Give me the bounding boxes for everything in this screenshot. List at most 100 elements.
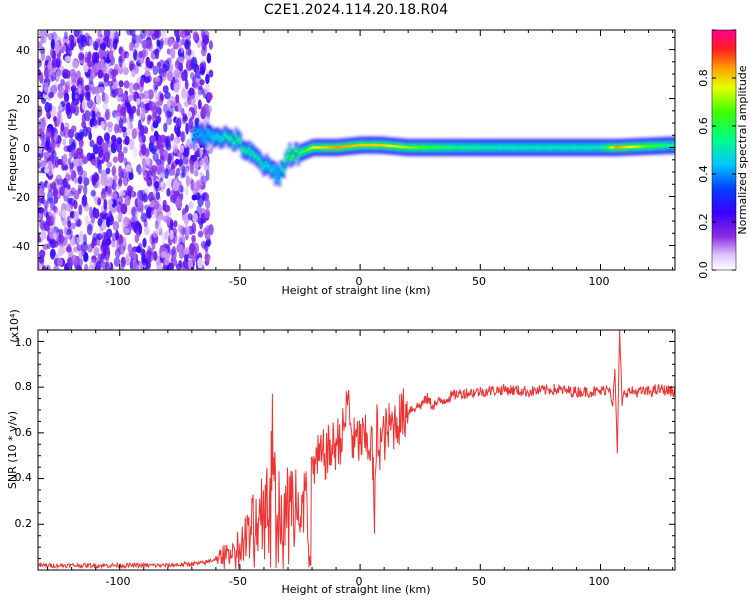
noise-speck — [66, 257, 73, 270]
noise-speck — [70, 170, 75, 182]
noise-speck — [127, 94, 133, 102]
noise-speck — [197, 85, 204, 96]
noise-speck — [145, 208, 151, 219]
noise-speck — [181, 90, 189, 101]
ridge-core — [388, 144, 390, 147]
noise-speck — [150, 135, 156, 143]
noise-speck — [144, 127, 148, 134]
noise-speck — [120, 106, 127, 116]
noise-speck — [60, 122, 65, 132]
ridge-core — [556, 146, 559, 149]
noise-speck — [180, 107, 185, 116]
noise-speck — [93, 208, 100, 219]
noise-speck — [97, 69, 104, 79]
ridge-core — [555, 146, 557, 149]
ridge-core — [206, 130, 208, 133]
noise-speck — [40, 50, 46, 62]
y-tick-label: 0.4 — [15, 471, 33, 484]
ridge-core — [386, 144, 389, 147]
y-tick-label: 0.6 — [15, 426, 33, 439]
noise-speck — [98, 86, 105, 94]
ridge-core — [197, 133, 200, 136]
ridge-core — [199, 130, 201, 134]
noise-speck — [208, 69, 214, 78]
ridge-core — [464, 146, 466, 149]
ridge-core — [302, 150, 305, 153]
x-tick-label: -100 — [106, 275, 131, 288]
noise-speck — [206, 92, 213, 101]
ridge-core — [233, 141, 236, 144]
noise-speck — [205, 193, 210, 201]
noise-speck — [52, 115, 57, 122]
ridge-core — [304, 149, 306, 152]
ridge-core — [253, 155, 256, 159]
noise-speck — [159, 144, 164, 155]
ridge-core — [310, 147, 312, 150]
ridge-core — [601, 146, 603, 149]
noise-speck — [50, 38, 56, 50]
ridge-core — [275, 169, 278, 173]
noise-speck — [122, 131, 128, 139]
noise-speck — [163, 257, 170, 266]
noise-speck — [194, 180, 201, 192]
noise-speck — [71, 70, 76, 79]
ridge-core — [540, 146, 543, 149]
x-tick-label: 0 — [356, 575, 363, 588]
noise-speck — [89, 139, 95, 148]
noise-speck — [163, 204, 171, 213]
noise-speck — [113, 256, 121, 268]
ridge-core — [458, 146, 461, 149]
ridge-core — [501, 146, 504, 149]
ridge-core — [281, 167, 283, 171]
ridge-core — [331, 146, 334, 149]
ridge-core — [549, 146, 552, 149]
noise-speck — [199, 66, 206, 75]
noise-speck — [187, 95, 192, 106]
noise-speck — [197, 159, 205, 166]
noise-speck — [63, 92, 70, 103]
y-axis-label: Frequency (Hz) — [6, 109, 19, 192]
noise-speck — [58, 184, 66, 196]
ridge-core — [659, 144, 661, 147]
noise-speck — [57, 110, 62, 120]
noise-speck — [142, 237, 147, 248]
noise-speck — [104, 109, 110, 120]
ridge-core — [243, 147, 246, 151]
ridge-core — [347, 145, 350, 148]
ridge-core — [268, 165, 270, 168]
noise-speck — [165, 141, 169, 150]
noise-speck — [53, 195, 59, 204]
noise-speck — [184, 167, 189, 180]
ridge-core — [516, 146, 518, 149]
y-tick-label: 1.0 — [15, 336, 33, 349]
noise-speck — [84, 215, 90, 227]
ridge-core — [598, 146, 601, 149]
ridge-core — [367, 143, 370, 147]
noise-speck — [71, 78, 78, 88]
noise-speck — [108, 38, 113, 50]
ridge-core — [610, 146, 612, 149]
noise-speck — [182, 113, 187, 120]
noise-speck — [88, 265, 95, 270]
noise-speck — [107, 80, 114, 87]
noise-speck — [90, 212, 96, 224]
noise-speck — [138, 223, 143, 235]
ridge-core — [448, 146, 451, 149]
ridge-core — [200, 136, 203, 139]
noise-speck — [38, 261, 42, 270]
noise-speck — [102, 231, 107, 244]
ridge-core — [379, 143, 381, 147]
noise-speck — [100, 174, 107, 186]
ridge-core — [339, 146, 341, 149]
ridge-core — [390, 144, 393, 148]
noise-speckle — [38, 30, 214, 270]
ridge-core — [334, 146, 337, 149]
noise-speck — [52, 187, 59, 198]
ridge-core — [607, 146, 609, 149]
noise-speck — [41, 196, 46, 205]
noise-speck — [73, 190, 80, 200]
noise-speck — [100, 58, 105, 71]
ridge-core — [672, 144, 674, 147]
noise-speck — [189, 163, 195, 175]
noise-speck — [63, 126, 70, 139]
